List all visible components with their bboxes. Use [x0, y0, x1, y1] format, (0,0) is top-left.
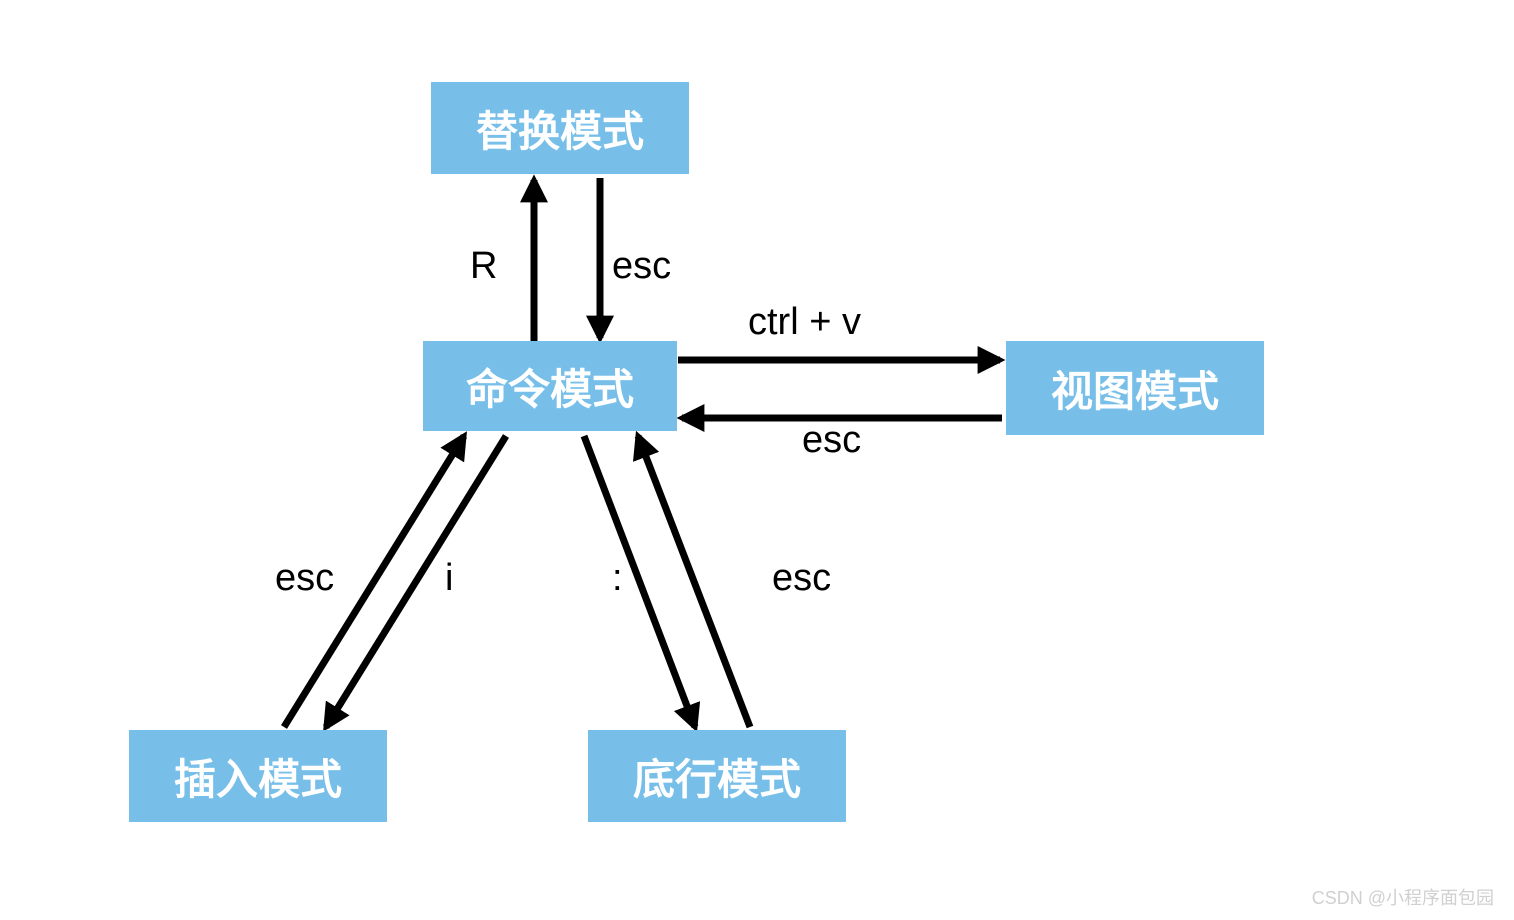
edge-label-view-to-command: esc — [802, 419, 861, 462]
edge-label-command-to-insert: i — [445, 557, 453, 600]
node-label: 命令模式 — [466, 356, 634, 417]
node-command: 命令模式 — [423, 341, 677, 431]
node-insert: 插入模式 — [129, 730, 387, 822]
edge-label-bottom-to-command: esc — [772, 557, 831, 600]
node-replace: 替换模式 — [431, 82, 689, 174]
edge-label-replace-to-command: esc — [612, 245, 671, 288]
edge-label-command-to-replace: R — [470, 245, 497, 288]
edge-bottom-to-command — [638, 436, 750, 727]
edge-command-to-insert — [326, 436, 506, 727]
node-view: 视图模式 — [1006, 341, 1264, 435]
edge-label-command-to-view: ctrl + v — [748, 301, 861, 344]
watermark: CSDN @小程序面包园 — [1312, 884, 1494, 910]
node-label: 插入模式 — [174, 746, 342, 807]
node-label: 底行模式 — [633, 746, 801, 807]
node-label: 视图模式 — [1051, 358, 1219, 419]
node-bottom: 底行模式 — [588, 730, 846, 822]
edge-command-to-bottom — [584, 436, 695, 727]
edge-label-command-to-bottom: : — [612, 557, 623, 600]
node-label: 替换模式 — [476, 98, 644, 159]
edge-label-insert-to-command: esc — [275, 557, 334, 600]
